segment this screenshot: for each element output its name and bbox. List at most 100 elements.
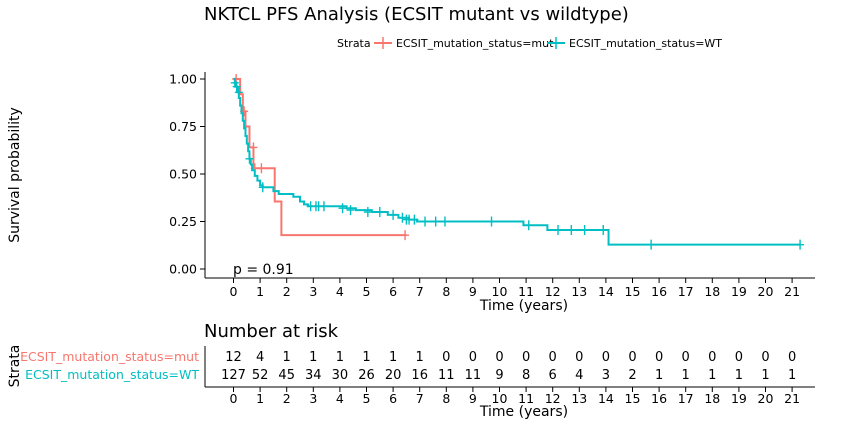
- x-tick-label: 3: [309, 284, 317, 299]
- risk-count-wt: 34: [305, 368, 322, 383]
- censor-mark-wt: [389, 209, 398, 220]
- risk-x-tick-label: 1: [256, 391, 264, 406]
- x-tick-label: 8: [442, 284, 450, 299]
- chart-title: NKTCL PFS Analysis (ECSIT mutant vs wild…: [204, 4, 629, 25]
- censor-mark-wt: [796, 239, 805, 250]
- risk-count-wt: 1: [735, 368, 743, 383]
- km-plot-panel: 0.000.250.500.751.00 0 1 2 3 4 5 6 7 8 9 10 11 12 13 1…: [169, 72, 815, 299]
- censor-mark-wt: [234, 87, 243, 98]
- x-tick-label: 12: [545, 284, 561, 299]
- censor-mark-wt: [232, 81, 241, 92]
- risk-count-wt: 30: [332, 368, 349, 383]
- censor-mark-wt: [410, 214, 419, 225]
- x-tick-label: 19: [731, 284, 747, 299]
- risk-row-label-wt: ECSIT_mutation_status=WT: [25, 367, 199, 382]
- risk-count-wt: 1: [682, 368, 690, 383]
- censor-mark-wt: [346, 205, 355, 216]
- risk-count-mut: 0: [788, 350, 796, 365]
- x-tick-label: 21: [784, 284, 800, 299]
- y-tick-label: 0.50: [169, 167, 197, 182]
- risk-x-tick-label: 4: [336, 391, 344, 406]
- censor-mark-mut: [257, 163, 266, 174]
- x-tick-label: 10: [492, 284, 508, 299]
- risk-count-mut: 0: [549, 350, 557, 365]
- censor-mark-wt: [554, 225, 563, 236]
- legend-label-mut: ECSIT_mutation_status=mut: [396, 37, 554, 50]
- x-tick-label: 9: [469, 284, 477, 299]
- censor-mark-wt: [567, 225, 576, 236]
- risk-count-mut: 0: [682, 350, 690, 365]
- x-ticks: 0 1 2 3 4 5 6 7 8 9 10 11 12 13 14 15 16 17 18 19 20 21: [230, 278, 800, 299]
- legend-title: Strata: [337, 37, 371, 50]
- censor-mark-wt: [258, 182, 267, 193]
- x-tick-label: 0: [230, 284, 238, 299]
- y-tick-label: 0.75: [169, 119, 197, 134]
- x-tick-label: 15: [625, 284, 641, 299]
- curve-wt: [233, 78, 801, 246]
- censor-mark-wt: [487, 216, 496, 227]
- risk-count-mut: 0: [628, 350, 636, 365]
- risk-count-wt: 16: [411, 368, 428, 383]
- survival-curves: [230, 74, 805, 250]
- risk-count-mut: 0: [602, 350, 610, 365]
- risk-count-mut: 0: [655, 350, 663, 365]
- risk-x-axis-title: Time (years): [479, 404, 568, 420]
- x-tick-label: 2: [283, 284, 291, 299]
- x-tick-label: 16: [651, 284, 667, 299]
- risk-count-wt: 20: [385, 368, 402, 383]
- risk-x-tick-label: 16: [651, 391, 667, 406]
- risk-count-wt: 3: [602, 368, 610, 383]
- curve-mut: [233, 78, 407, 237]
- risk-x-tick-label: 19: [731, 391, 747, 406]
- risk-x-tick-label: 0: [230, 391, 238, 406]
- risk-x-ticks: 0 1 2 3 4 5 6 7 8 9 10 11 12 13 14 15 16 17 18 19 20 21: [230, 387, 800, 406]
- censor-mark-wt: [599, 225, 608, 236]
- risk-count-wt: 11: [465, 368, 482, 383]
- x-tick-label: 14: [598, 284, 614, 299]
- risk-y-axis-title: Strata: [7, 345, 23, 388]
- risk-table-title: Number at risk: [204, 321, 339, 342]
- risk-x-tick-label: 8: [442, 391, 450, 406]
- censor-mark-wt: [363, 207, 372, 217]
- censor-mark-mut: [401, 230, 410, 241]
- risk-count-mut: 1: [283, 350, 291, 365]
- y-tick-label: 0.25: [169, 214, 197, 229]
- risk-x-tick-label: 17: [678, 391, 694, 406]
- p-value-label: p = 0.91: [233, 262, 294, 278]
- risk-count-mut: 1: [416, 350, 424, 365]
- risk-count-wt: 11: [438, 368, 455, 383]
- risk-x-tick-label: 14: [598, 391, 614, 406]
- x-tick-label: 20: [758, 284, 774, 299]
- censor-mark-wt: [338, 203, 347, 214]
- risk-x-tick-label: 5: [363, 391, 371, 406]
- x-tick-label: 1: [256, 284, 264, 299]
- risk-count-mut: 1: [362, 350, 370, 365]
- x-tick-label: 5: [363, 284, 371, 299]
- x-tick-label: 13: [571, 284, 587, 299]
- risk-count-wt: 8: [522, 368, 530, 383]
- risk-count-wt: 4: [575, 368, 583, 383]
- risk-count-mut: 1: [336, 350, 344, 365]
- risk-x-tick-label: 21: [784, 391, 800, 406]
- risk-x-tick-label: 10: [492, 391, 508, 406]
- risk-count-wt: 6: [549, 368, 557, 383]
- risk-row-label-mut: ECSIT_mutation_status=mut: [20, 349, 199, 364]
- censor-mark-wt: [440, 216, 449, 227]
- risk-x-tick-label: 15: [625, 391, 641, 406]
- risk-count-mut: 0: [442, 350, 450, 365]
- risk-x-tick-label: 3: [309, 391, 317, 406]
- risk-x-tick-label: 6: [389, 391, 397, 406]
- risk-x-tick-label: 13: [571, 391, 587, 406]
- risk-x-tick-label: 20: [758, 391, 774, 406]
- risk-count-mut: 0: [735, 350, 743, 365]
- risk-count-mut: 0: [495, 350, 503, 365]
- risk-count-mut: 0: [761, 350, 769, 365]
- risk-count-wt: 1: [655, 368, 663, 383]
- risk-count-wt: 1: [761, 368, 769, 383]
- censor-mark-mut: [249, 142, 258, 153]
- x-tick-label: 11: [518, 284, 534, 299]
- censor-mark-wt: [524, 220, 533, 231]
- y-ticks: 0.00 0.25 0.50 0.75 1.00: [169, 72, 205, 277]
